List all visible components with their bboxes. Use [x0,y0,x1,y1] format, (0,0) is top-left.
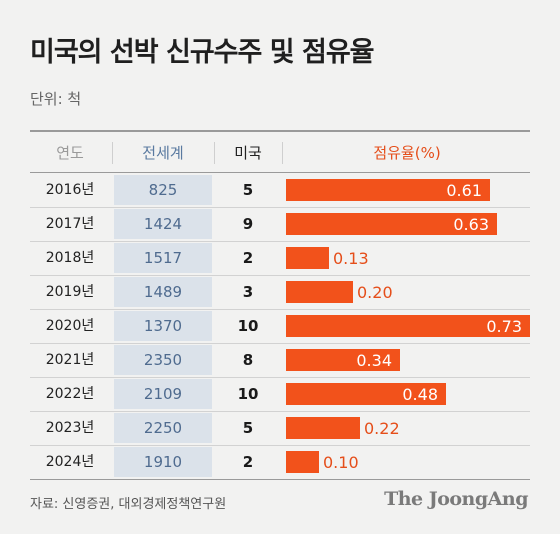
header-share: 점유율(%) [373,144,441,162]
table-row: 2016년 825 5 0.61 [30,175,530,205]
table-row: 2022년 2109 10 0.48 [30,379,530,409]
share-bar [286,213,497,235]
cell-world: 2350 [114,345,212,375]
table-row: 2021년 2350 8 0.34 [30,345,530,375]
cell-world: 2109 [114,379,212,409]
cell-us: 8 [242,351,254,369]
cell-year: 2021년 [45,352,95,368]
cell-year: 2018년 [45,250,95,266]
row-divider [30,207,530,208]
table-row: 2017년 1424 9 0.63 [30,209,530,239]
unit-label: 단위: 척 [30,90,82,108]
row-divider [30,241,530,242]
header-divider [282,142,283,164]
share-value-label: 0.61 [446,181,482,200]
cell-us: 10 [237,317,259,335]
chart-title: 미국의 선박 신규수주 및 점유율 [30,37,375,68]
cell-world: 2250 [114,413,212,443]
cell-us: 5 [242,419,254,437]
share-value-label: 0.10 [323,453,359,472]
source-note: 자료: 신영증권, 대외경제정책연구원 [30,497,227,512]
cell-year: 2024년 [45,454,95,470]
table-row: 2020년 1370 10 0.73 [30,311,530,341]
cell-year: 2023년 [45,420,95,436]
table-row: 2019년 1489 3 0.20 [30,277,530,307]
row-divider [30,479,530,480]
cell-world: 1517 [114,243,212,273]
table-row: 2023년 2250 5 0.22 [30,413,530,443]
table-row: 2024년 1910 2 0.10 [30,447,530,477]
cell-us: 2 [242,453,254,471]
header-world: 전세계 [142,144,184,162]
cell-year: 2020년 [45,318,95,334]
row-divider [30,445,530,446]
header-rule [30,172,530,173]
share-bar [286,349,400,371]
share-value-label: 0.48 [402,385,438,404]
row-divider [30,411,530,412]
cell-world: 1370 [114,311,212,341]
cell-us: 9 [242,215,254,233]
row-divider [30,343,530,344]
share-value-label: 0.63 [453,215,489,234]
cell-world: 825 [114,175,212,205]
header-us: 미국 [234,144,262,162]
row-divider [30,275,530,276]
share-value-label: 0.22 [364,419,400,438]
cell-year: 2019년 [45,284,95,300]
share-value-label: 0.13 [333,249,369,268]
table-row: 2018년 1517 2 0.13 [30,243,530,273]
header-year: 연도 [56,144,84,162]
share-value-label: 0.34 [356,351,392,370]
share-value-label: 0.20 [357,283,393,302]
header-divider [112,142,113,164]
cell-world: 1910 [114,447,212,477]
cell-world: 1489 [114,277,212,307]
share-bar [286,315,530,337]
row-divider [30,309,530,310]
cell-us: 2 [242,249,254,267]
publisher-logo: The JoongAng [384,488,528,510]
cell-us: 3 [242,283,254,301]
header-divider [214,142,215,164]
cell-year: 2017년 [45,216,95,232]
row-divider [30,377,530,378]
share-bar [286,247,329,269]
share-bar [286,281,353,303]
share-bar [286,417,360,439]
table-top-rule [30,130,530,132]
share-value-label: 0.73 [486,317,522,336]
cell-year: 2022년 [45,386,95,402]
cell-us: 5 [242,181,254,199]
cell-world: 1424 [114,209,212,239]
share-bar [286,451,319,473]
share-bar [286,179,490,201]
cell-year: 2016년 [45,182,95,198]
cell-us: 10 [237,385,259,403]
share-bar [286,383,446,405]
